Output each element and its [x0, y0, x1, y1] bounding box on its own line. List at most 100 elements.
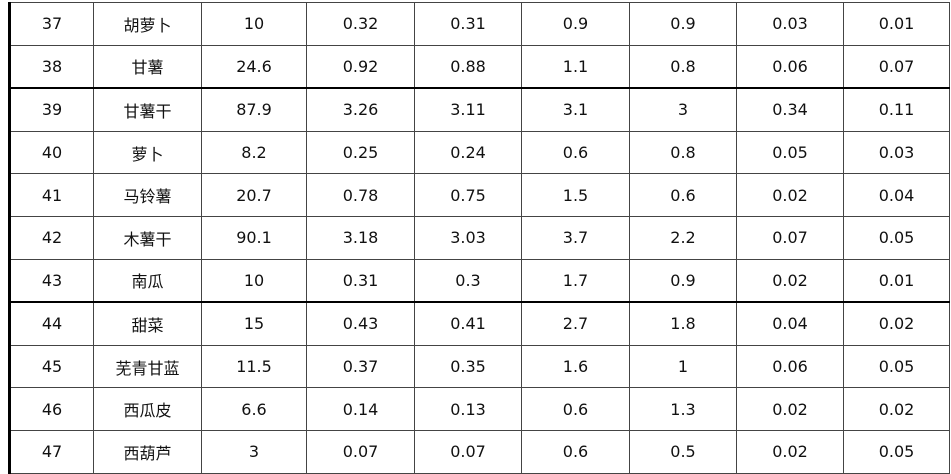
table-container: 37 胡萝卜 10 0.32 0.31 0.9 0.9 0.03 0.01 38 甘薯 24.6 0.9…: [8, 2, 950, 474]
table-cell: 0.07: [306, 429, 415, 474]
table-row: 47 西葫芦 3 0.07 0.07 0.6 0.5 0.02 0.05: [8, 429, 950, 474]
table-cell: 0.9: [629, 258, 737, 304]
table-cell: 1.8: [629, 301, 737, 346]
table-cell: 3: [201, 429, 307, 474]
table-cell: 87.9: [201, 87, 307, 132]
table-cell: 0.43: [306, 301, 415, 346]
table-cell: 43: [8, 258, 94, 304]
table-cell: 3.03: [414, 215, 522, 260]
table-cell: 1.5: [521, 173, 630, 217]
data-table: 37 胡萝卜 10 0.32 0.31 0.9 0.9 0.03 0.01 38 甘薯 24.6 0.9…: [8, 2, 950, 474]
table-cell: 0.02: [736, 258, 844, 304]
table-cell: 8.2: [201, 130, 307, 175]
table-cell: 0.41: [414, 301, 522, 346]
table-cell: 0.02: [736, 173, 844, 217]
table-cell: 42: [8, 215, 94, 260]
table-cell: 0.35: [414, 344, 522, 389]
table-row: 39 甘薯干 87.9 3.26 3.11 3.1 3 0.34 0.11: [8, 87, 950, 132]
table-cell: 0.5: [629, 429, 737, 474]
table-cell: 90.1: [201, 215, 307, 260]
table-cell: 0.07: [736, 215, 844, 260]
table-cell: 0.06: [736, 344, 844, 389]
table-cell: 1.6: [521, 344, 630, 389]
table-cell: 0.01: [843, 2, 950, 46]
table-cell: 2.7: [521, 301, 630, 346]
table-cell: 0.37: [306, 344, 415, 389]
table-row: 45 芜青甘蓝 11.5 0.37 0.35 1.6 1 0.06 0.05: [8, 344, 950, 389]
table-cell: 3: [629, 87, 737, 132]
table-cell: 0.3: [414, 258, 522, 304]
table-cell: 0.02: [736, 387, 844, 431]
table-cell: 0.07: [843, 44, 950, 90]
table-cell: 46: [8, 387, 94, 431]
table-cell: 芜青甘蓝: [93, 344, 202, 389]
table-cell: 0.6: [629, 173, 737, 217]
table-cell: 0.06: [736, 44, 844, 90]
table-cell: 0.11: [843, 87, 950, 132]
table-cell: 1.1: [521, 44, 630, 90]
table-cell: 24.6: [201, 44, 307, 90]
table-cell: 马铃薯: [93, 173, 202, 217]
table-cell: 0.25: [306, 130, 415, 175]
table-cell: 0.05: [843, 429, 950, 474]
table-cell: 0.02: [843, 387, 950, 431]
table-cell: 萝卜: [93, 130, 202, 175]
table-cell: 0.31: [414, 2, 522, 46]
table-cell: 0.03: [843, 130, 950, 175]
table-cell: 0.07: [414, 429, 522, 474]
table-cell: 0.05: [843, 344, 950, 389]
table-row: 42 木薯干 90.1 3.18 3.03 3.7 2.2 0.07 0.05: [8, 215, 950, 260]
table-cell: 0.02: [843, 301, 950, 346]
table-cell: 0.88: [414, 44, 522, 90]
table-cell: 0.75: [414, 173, 522, 217]
table-cell: 0.14: [306, 387, 415, 431]
table-row: 40 萝卜 8.2 0.25 0.24 0.6 0.8 0.05 0.03: [8, 130, 950, 175]
table-cell: 3.18: [306, 215, 415, 260]
table-cell: 0.9: [629, 2, 737, 46]
table-cell: 3.1: [521, 87, 630, 132]
table-row: 37 胡萝卜 10 0.32 0.31 0.9 0.9 0.03 0.01: [8, 2, 950, 46]
table-cell: 40: [8, 130, 94, 175]
table-row: 44 甜菜 15 0.43 0.41 2.7 1.8 0.04 0.02: [8, 301, 950, 346]
table-row: 41 马铃薯 20.7 0.78 0.75 1.5 0.6 0.02 0.04: [8, 173, 950, 217]
table-cell: 0.32: [306, 2, 415, 46]
table-cell: 0.03: [736, 2, 844, 46]
table-cell: 0.05: [843, 215, 950, 260]
table-cell: 10: [201, 2, 307, 46]
table-cell: 2.2: [629, 215, 737, 260]
table-cell: 0.01: [843, 258, 950, 304]
table-cell: 0.04: [736, 301, 844, 346]
table-cell: 南瓜: [93, 258, 202, 304]
table-cell: 0.8: [629, 44, 737, 90]
table-cell: 0.6: [521, 130, 630, 175]
table-cell: 1.7: [521, 258, 630, 304]
table-cell: 10: [201, 258, 307, 304]
table-cell: 11.5: [201, 344, 307, 389]
table-cell: 1.3: [629, 387, 737, 431]
table-cell: 39: [8, 87, 94, 132]
table-cell: 0.05: [736, 130, 844, 175]
table-cell: 西瓜皮: [93, 387, 202, 431]
table-cell: 45: [8, 344, 94, 389]
table-cell: 甜菜: [93, 301, 202, 346]
table-cell: 37: [8, 2, 94, 46]
table-cell: 西葫芦: [93, 429, 202, 474]
table-cell: 47: [8, 429, 94, 474]
table-cell: 甘薯干: [93, 87, 202, 132]
table-cell: 0.6: [521, 387, 630, 431]
table-cell: 0.92: [306, 44, 415, 90]
table-body: 37 胡萝卜 10 0.32 0.31 0.9 0.9 0.03 0.01 38 甘薯 24.6 0.9…: [8, 2, 950, 474]
table-cell: 38: [8, 44, 94, 90]
table-row: 38 甘薯 24.6 0.92 0.88 1.1 0.8 0.06 0.07: [8, 44, 950, 90]
table-cell: 44: [8, 301, 94, 346]
table-cell: 0.9: [521, 2, 630, 46]
table-cell: 0.24: [414, 130, 522, 175]
table-cell: 胡萝卜: [93, 2, 202, 46]
table-cell: 0.78: [306, 173, 415, 217]
table-cell: 15: [201, 301, 307, 346]
table-cell: 20.7: [201, 173, 307, 217]
table-cell: 3.7: [521, 215, 630, 260]
table-row: 46 西瓜皮 6.6 0.14 0.13 0.6 1.3 0.02 0.02: [8, 387, 950, 431]
table-cell: 木薯干: [93, 215, 202, 260]
